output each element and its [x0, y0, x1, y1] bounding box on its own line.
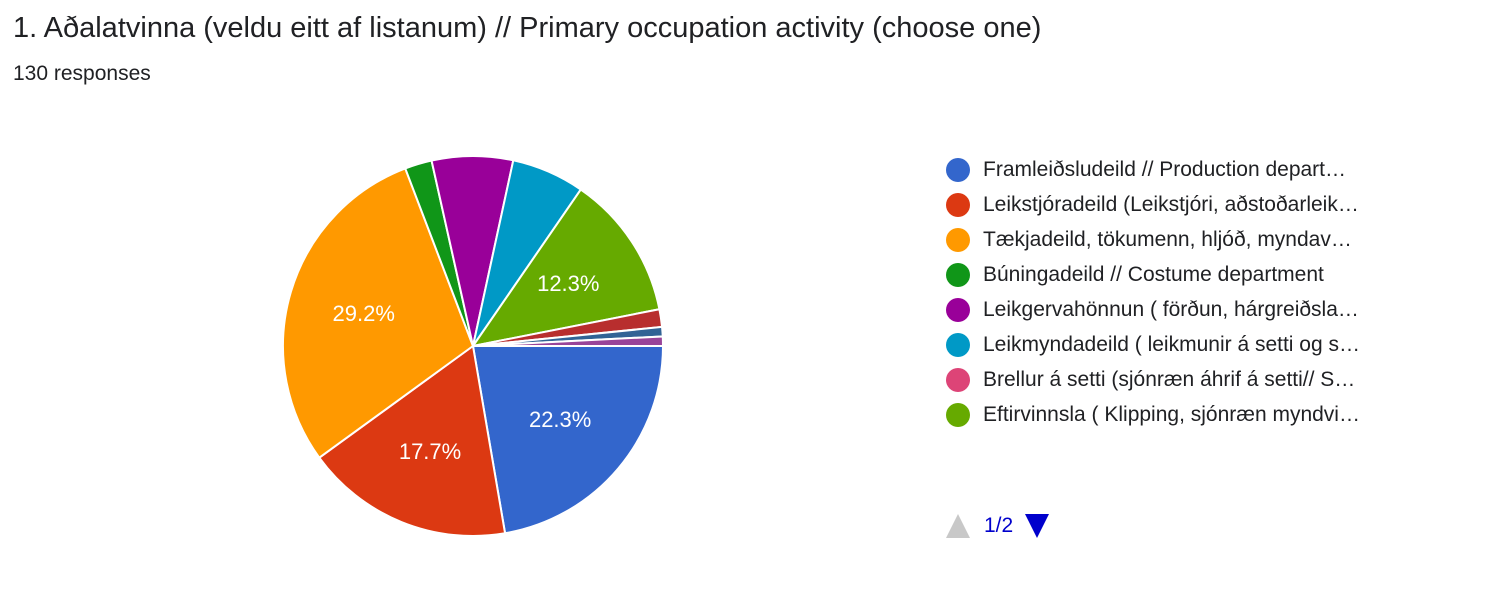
- legend-swatch-icon: [946, 367, 970, 392]
- legend-swatch-icon: [946, 297, 970, 322]
- legend-page-indicator: 1/2: [984, 514, 1014, 537]
- legend-swatch-icon: [946, 157, 970, 182]
- legend-label: Framleiðsludeild // Production depart…: [983, 157, 1347, 181]
- legend-item-5[interactable]: Leikmyndadeild ( leikmunir á setti og s…: [946, 327, 1360, 362]
- pie-slice-0[interactable]: [471, 345, 665, 535]
- pie-chart: 22.3% 17.7% 29.2% 12.3%: [282, 155, 665, 537]
- legend-label: Eftirvinnsla ( Klipping, sjónræn myndvi…: [983, 402, 1360, 426]
- legend-item-2[interactable]: Tækjadeild, tökumenn, hljóð, myndav…: [946, 222, 1360, 257]
- legend-label: Brellur á setti (sjónræn áhrif á setti//…: [983, 367, 1356, 391]
- slice-data-label-0: 22.3%: [529, 407, 591, 432]
- legend-item-1[interactable]: Leikstjóradeild (Leikstjóri, aðstoðarlei…: [946, 187, 1360, 222]
- legend-item-6[interactable]: Brellur á setti (sjónræn áhrif á setti//…: [946, 362, 1360, 397]
- legend-item-0[interactable]: Framleiðsludeild // Production depart…: [946, 152, 1360, 187]
- legend-label: Leikgervahönnun ( förðun, hárgreiðsla…: [983, 297, 1359, 321]
- legend-label: Leikmyndadeild ( leikmunir á setti og s…: [983, 332, 1360, 356]
- legend-swatch-icon: [946, 402, 970, 427]
- legend-swatch-icon: [946, 192, 970, 217]
- legend-label: Búningadeild // Costume department: [983, 262, 1324, 286]
- triangle-up-icon: [946, 514, 970, 538]
- slice-data-label-2: 29.2%: [333, 301, 395, 326]
- legend-swatch-icon: [946, 332, 970, 357]
- legend-item-4[interactable]: Leikgervahönnun ( förðun, hárgreiðsla…: [946, 292, 1360, 327]
- legend-item-7[interactable]: Eftirvinnsla ( Klipping, sjónræn myndvi…: [946, 397, 1360, 432]
- pie-slice-2[interactable]: [282, 167, 475, 460]
- legend-label: Tækjadeild, tökumenn, hljóð, myndav…: [983, 227, 1352, 251]
- pie-slice-10[interactable]: [472, 335, 665, 347]
- slice-data-label-1: 17.7%: [399, 439, 461, 464]
- triangle-down-icon[interactable]: [1025, 514, 1050, 538]
- legend-item-3[interactable]: Búningadeild // Costume department: [946, 257, 1360, 292]
- legend-swatch-icon: [946, 262, 970, 287]
- pie-slice-1[interactable]: [317, 344, 507, 537]
- slice-data-label-7: 12.3%: [537, 271, 599, 296]
- legend-pager: 1/2: [946, 511, 1050, 541]
- response-count: 130 responses: [13, 62, 151, 85]
- legend-label: Leikstjóradeild (Leikstjóri, aðstoðarlei…: [983, 192, 1359, 216]
- chart-legend: Framleiðsludeild // Production depart… Le…: [946, 152, 1360, 432]
- chart-title: 1. Aðalatvinna (veldu eitt af listanum) …: [13, 12, 1042, 44]
- pie-slice-7[interactable]: [470, 188, 661, 348]
- legend-swatch-icon: [946, 227, 970, 252]
